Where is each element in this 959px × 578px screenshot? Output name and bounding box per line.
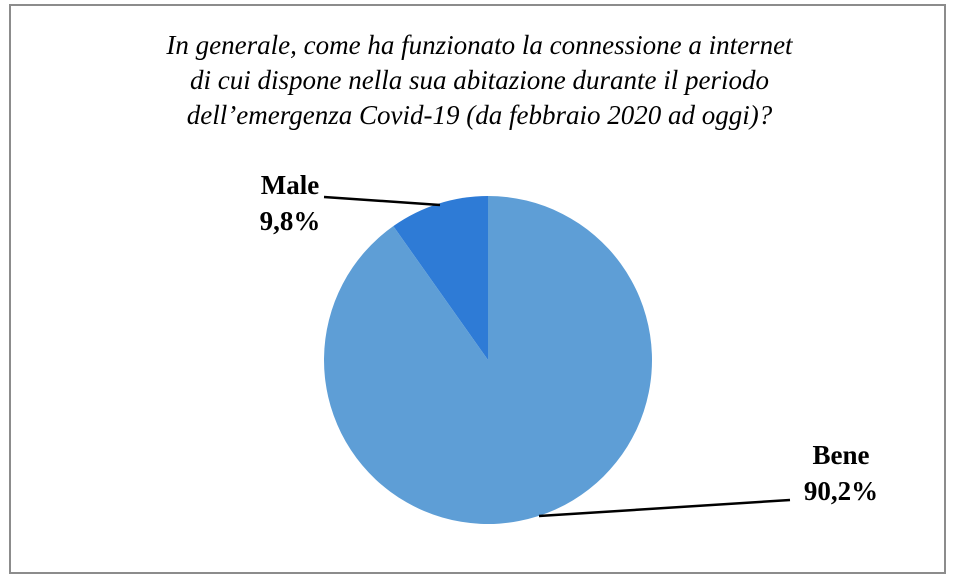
chart-title: In generale, come ha funzionato la conne… bbox=[0, 28, 959, 133]
chart-title-line-1: In generale, come ha funzionato la conne… bbox=[166, 30, 793, 60]
chart-title-line-2: di cui dispone nella sua abitazione dura… bbox=[190, 65, 769, 95]
leader-line-bene bbox=[538, 498, 791, 518]
pie-slice-bene bbox=[324, 196, 653, 524]
leader-line-male bbox=[323, 195, 441, 207]
data-label-bene-name: Bene bbox=[813, 440, 870, 470]
pie-slice-male bbox=[393, 196, 488, 360]
data-label-bene-value: 90,2% bbox=[804, 476, 878, 506]
chart-title-line-3: dell’emergenza Covid-19 (da febbraio 202… bbox=[186, 100, 773, 130]
data-label-male-value: 9,8% bbox=[260, 206, 321, 236]
pie-slices bbox=[324, 196, 653, 524]
data-label-male-name: Male bbox=[261, 170, 319, 200]
